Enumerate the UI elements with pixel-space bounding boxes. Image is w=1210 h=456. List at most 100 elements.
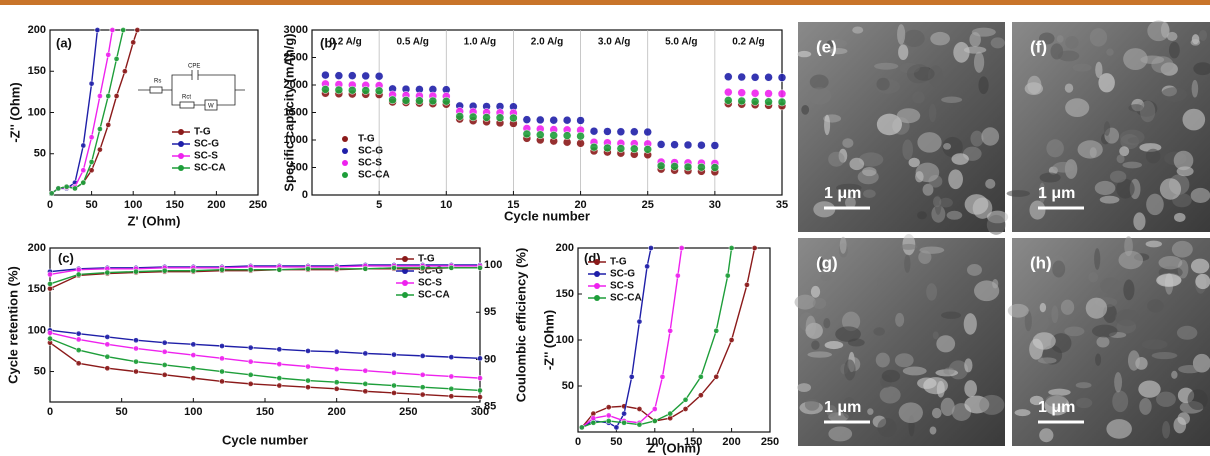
data-point xyxy=(49,191,54,196)
data-point xyxy=(191,352,196,357)
data-point xyxy=(765,73,773,81)
texture xyxy=(947,211,963,220)
texture xyxy=(948,169,963,189)
scale-bar-label: 1 μm xyxy=(1038,399,1075,416)
texture xyxy=(1177,326,1197,340)
texture xyxy=(1122,162,1142,169)
texture xyxy=(807,351,832,357)
data-point xyxy=(751,98,759,106)
data-point xyxy=(363,381,368,386)
data-point xyxy=(621,420,626,425)
texture xyxy=(897,24,905,45)
legend-label: SC-G xyxy=(194,139,219,150)
y2-tick-label: 85 xyxy=(484,401,496,413)
y-tick-label: 50 xyxy=(562,380,574,392)
texture xyxy=(863,190,876,198)
texture xyxy=(991,37,1005,48)
data-point xyxy=(477,394,482,399)
data-point xyxy=(133,369,138,374)
image-label: (g) xyxy=(816,253,838,272)
x-tick-label: 250 xyxy=(399,406,417,418)
data-point xyxy=(509,114,517,122)
data-point xyxy=(671,162,679,170)
data-point xyxy=(738,89,746,97)
texture xyxy=(933,196,941,207)
texture xyxy=(1110,171,1126,183)
data-point xyxy=(76,267,81,272)
x-tick-label: 200 xyxy=(722,436,740,448)
x-tick-label: 200 xyxy=(207,199,225,211)
texture xyxy=(882,370,900,383)
data-point xyxy=(724,88,732,96)
data-point xyxy=(657,162,665,170)
plot-frame xyxy=(50,248,480,402)
legend-label: T-G xyxy=(194,127,211,138)
texture xyxy=(987,215,1006,235)
data-point xyxy=(277,347,282,352)
data-point xyxy=(248,345,253,350)
texture xyxy=(915,171,924,182)
legend-swatch xyxy=(178,141,184,147)
texture xyxy=(1033,332,1056,349)
scale-bar-label: 1 μm xyxy=(824,185,861,202)
image-label: (f) xyxy=(1030,37,1047,56)
texture xyxy=(1156,274,1181,287)
texture xyxy=(805,399,819,411)
figure: Rs CPE Rct W 05010015020025050100150200Z… xyxy=(0,0,1210,456)
data-point xyxy=(477,376,482,381)
data-point xyxy=(375,72,383,80)
texture xyxy=(1064,326,1084,336)
data-point xyxy=(248,372,253,377)
data-point xyxy=(391,390,396,395)
data-point xyxy=(219,369,224,374)
texture xyxy=(1138,381,1160,398)
data-point xyxy=(660,374,665,379)
data-point xyxy=(629,374,634,379)
texture xyxy=(1065,98,1089,117)
scale-bar-label: 1 μm xyxy=(1038,185,1075,202)
data-point xyxy=(97,147,102,152)
data-point xyxy=(362,87,370,95)
texture xyxy=(1073,64,1092,72)
texture xyxy=(1061,300,1074,315)
legend-swatch xyxy=(342,136,348,142)
data-point xyxy=(442,97,450,105)
data-point xyxy=(684,141,692,149)
data-point xyxy=(191,366,196,371)
data-point xyxy=(191,342,196,347)
texture xyxy=(895,313,904,327)
data-point xyxy=(711,164,719,172)
texture xyxy=(1104,121,1110,136)
texture xyxy=(1096,336,1109,347)
texture xyxy=(912,91,925,103)
data-point xyxy=(449,386,454,391)
rate-label: 5.0 A/g xyxy=(665,37,697,48)
texture xyxy=(903,30,924,47)
legend-swatch xyxy=(594,271,600,277)
x-tick-label: 150 xyxy=(166,199,184,211)
texture xyxy=(1160,178,1181,200)
y-tick-label: 50 xyxy=(34,148,46,160)
texture xyxy=(1027,76,1041,94)
texture xyxy=(1046,139,1064,157)
texture xyxy=(813,298,826,309)
x-tick-label: 30 xyxy=(709,199,721,211)
x-tick-label: 100 xyxy=(124,199,142,211)
texture xyxy=(909,158,920,168)
texture xyxy=(1182,109,1205,131)
data-point xyxy=(671,141,679,149)
texture xyxy=(1161,87,1187,102)
x-tick-label: 150 xyxy=(256,406,274,418)
texture xyxy=(1152,352,1178,359)
data-point xyxy=(47,336,52,341)
data-point xyxy=(47,272,52,277)
data-point xyxy=(697,163,705,171)
data-point xyxy=(550,131,558,139)
sem-image: (g)1 μm xyxy=(795,234,1005,446)
data-point xyxy=(697,141,705,149)
texture xyxy=(943,143,951,150)
series-line xyxy=(50,268,480,284)
texture xyxy=(1171,371,1177,379)
data-point xyxy=(391,352,396,357)
texture xyxy=(862,167,876,176)
